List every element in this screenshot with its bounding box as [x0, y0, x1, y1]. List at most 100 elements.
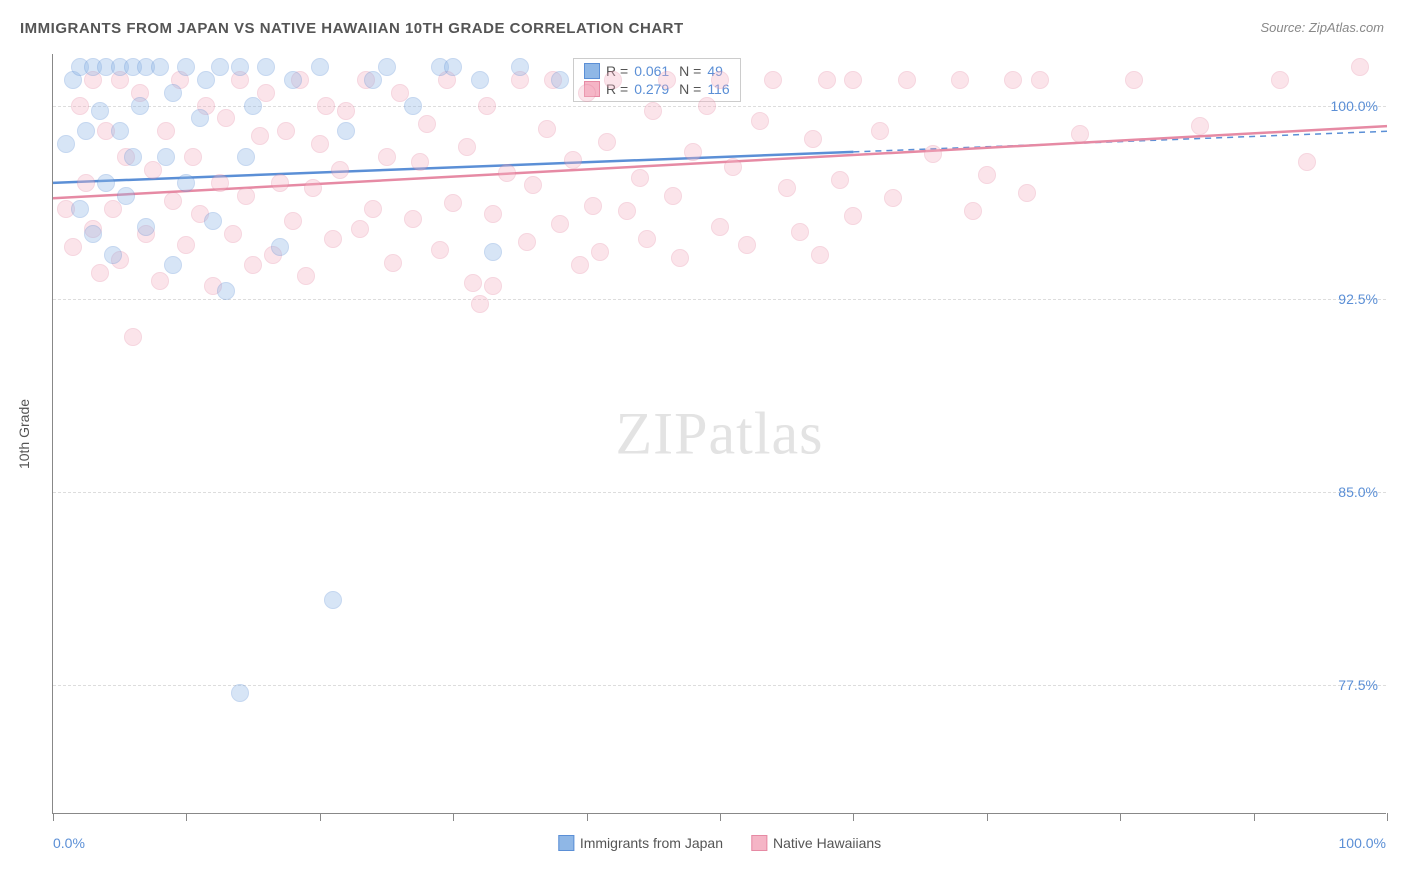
data-point: [551, 71, 569, 89]
data-point: [404, 210, 422, 228]
data-point: [1018, 184, 1036, 202]
data-point: [844, 71, 862, 89]
data-point: [524, 176, 542, 194]
data-point: [71, 97, 89, 115]
trendline-overlay: [53, 54, 1386, 813]
data-point: [217, 282, 235, 300]
data-point: [431, 241, 449, 259]
data-point: [898, 71, 916, 89]
data-point: [177, 174, 195, 192]
data-point: [498, 164, 516, 182]
chart-title: IMMIGRANTS FROM JAPAN VS NATIVE HAWAIIAN…: [20, 20, 684, 37]
x-tick: [1120, 813, 1121, 821]
data-point: [91, 264, 109, 282]
legend-label-1: Immigrants from Japan: [580, 835, 723, 851]
data-point: [551, 215, 569, 233]
data-point: [244, 97, 262, 115]
data-point: [1191, 117, 1209, 135]
x-tick-label-max: 100.0%: [1339, 835, 1386, 851]
legend-n-label: N =: [675, 63, 701, 79]
data-point: [237, 187, 255, 205]
data-point: [598, 133, 616, 151]
gridline: [53, 299, 1386, 300]
legend-item-series-1: Immigrants from Japan: [558, 835, 723, 851]
swatch-series-1: [584, 63, 600, 79]
data-point: [1071, 125, 1089, 143]
data-point: [157, 148, 175, 166]
data-point: [924, 145, 942, 163]
data-point: [231, 684, 249, 702]
data-point: [151, 272, 169, 290]
data-point: [124, 148, 142, 166]
data-point: [484, 205, 502, 223]
data-point: [564, 151, 582, 169]
data-point: [164, 192, 182, 210]
data-point: [844, 207, 862, 225]
scatter-plot-area: ZIPatlas R = 0.061 N = 49 R = 0.279 N = …: [52, 54, 1386, 814]
data-point: [84, 225, 102, 243]
data-point: [271, 174, 289, 192]
swatch-series-2: [751, 835, 767, 851]
data-point: [478, 97, 496, 115]
data-point: [124, 328, 142, 346]
gridline: [53, 492, 1386, 493]
x-tick: [987, 813, 988, 821]
data-point: [951, 71, 969, 89]
data-point: [137, 218, 155, 236]
data-point: [231, 58, 249, 76]
y-axis-label-container: 10th Grade: [14, 54, 34, 814]
data-point: [217, 109, 235, 127]
data-point: [631, 169, 649, 187]
data-point: [324, 591, 342, 609]
y-tick-label: 100.0%: [1331, 98, 1378, 114]
data-point: [1351, 58, 1369, 76]
data-point: [164, 256, 182, 274]
x-tick: [320, 813, 321, 821]
data-point: [311, 135, 329, 153]
data-point: [157, 122, 175, 140]
data-point: [1031, 71, 1049, 89]
data-point: [184, 148, 202, 166]
data-point: [378, 58, 396, 76]
data-point: [211, 174, 229, 192]
data-point: [671, 249, 689, 267]
y-tick-label: 92.5%: [1338, 291, 1378, 307]
series-legend: Immigrants from Japan Native Hawaiians: [558, 835, 881, 851]
data-point: [724, 158, 742, 176]
data-point: [337, 122, 355, 140]
data-point: [237, 148, 255, 166]
data-point: [284, 212, 302, 230]
legend-label-2: Native Hawaiians: [773, 835, 881, 851]
data-point: [331, 161, 349, 179]
data-point: [378, 148, 396, 166]
data-point: [804, 130, 822, 148]
data-point: [644, 102, 662, 120]
data-point: [604, 71, 622, 89]
y-tick-label: 85.0%: [1338, 484, 1378, 500]
data-point: [351, 220, 369, 238]
data-point: [591, 243, 609, 261]
legend-item-series-2: Native Hawaiians: [751, 835, 881, 851]
data-point: [164, 84, 182, 102]
data-point: [77, 122, 95, 140]
data-point: [57, 135, 75, 153]
x-tick: [853, 813, 854, 821]
data-point: [484, 277, 502, 295]
data-point: [764, 71, 782, 89]
data-point: [111, 122, 129, 140]
data-point: [271, 238, 289, 256]
x-tick: [53, 813, 54, 821]
data-point: [578, 84, 596, 102]
source-attribution: Source: ZipAtlas.com: [1260, 20, 1384, 35]
data-point: [444, 194, 462, 212]
gridline: [53, 685, 1386, 686]
data-point: [664, 187, 682, 205]
data-point: [1271, 71, 1289, 89]
data-point: [484, 243, 502, 261]
data-point: [884, 189, 902, 207]
swatch-series-1: [558, 835, 574, 851]
data-point: [97, 174, 115, 192]
data-point: [978, 166, 996, 184]
data-point: [711, 218, 729, 236]
data-point: [1298, 153, 1316, 171]
